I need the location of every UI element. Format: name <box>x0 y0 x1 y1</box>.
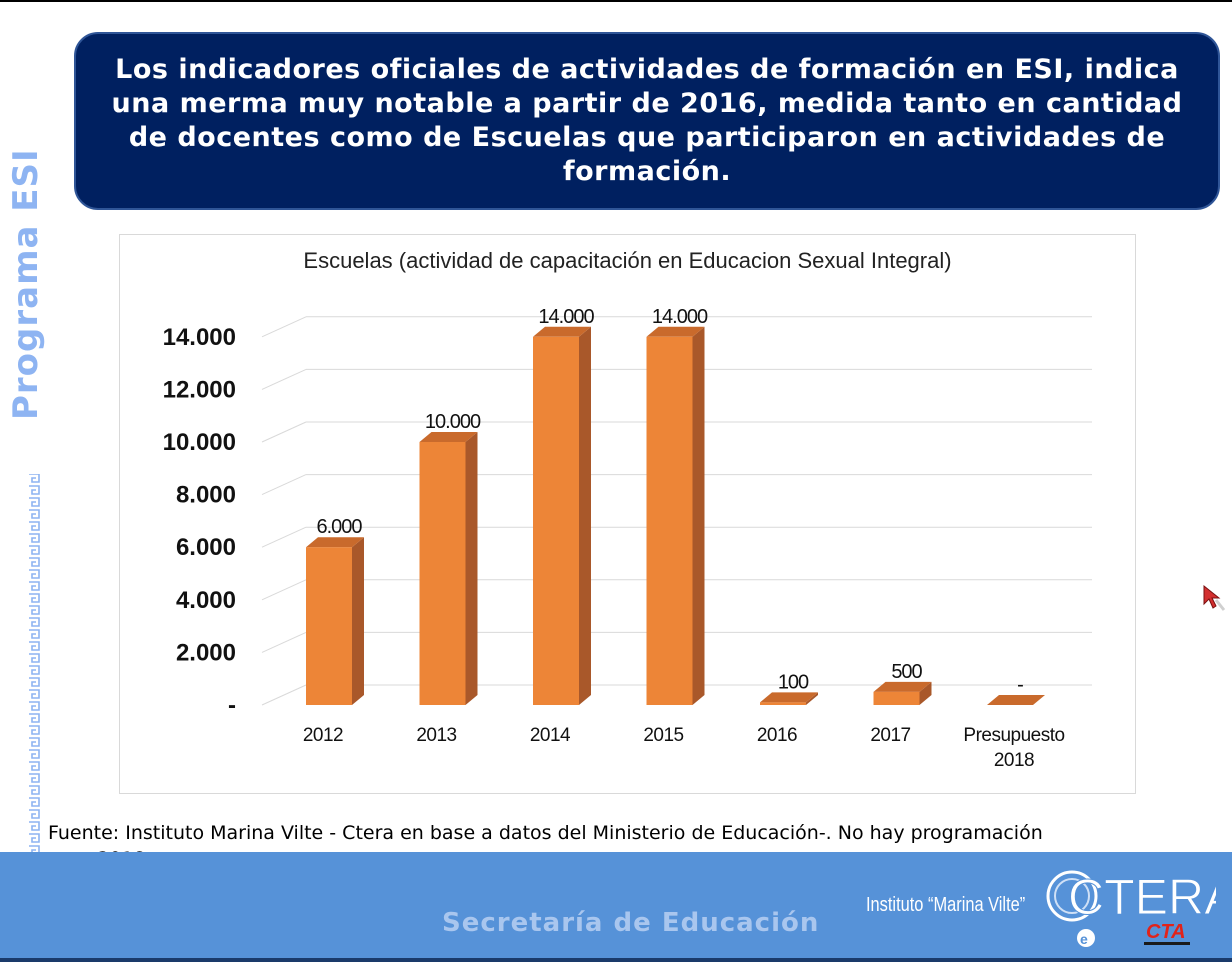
data-label: - <box>1017 674 1023 696</box>
bar <box>306 547 352 705</box>
x-tick-label: 2015 <box>643 725 683 746</box>
y-tick-label: 14.000 <box>163 324 236 351</box>
gridline-perspective <box>261 316 307 338</box>
footer-band <box>0 852 1232 958</box>
x-tick-label: Presupuesto <box>963 725 1064 746</box>
bar <box>419 442 466 705</box>
y-tick-label: 6.000 <box>176 534 236 561</box>
top-border-line <box>0 0 1232 2</box>
bar-top <box>419 432 478 442</box>
bar <box>760 702 806 705</box>
bar-side <box>352 537 364 705</box>
ctera-logo: CTERA e CTA <box>1046 869 1216 947</box>
chart-frame <box>119 234 1136 794</box>
cta-logo-text: CTA <box>1146 921 1186 943</box>
gridline-perspective <box>261 368 307 390</box>
bar-top <box>873 681 932 692</box>
bar-top <box>306 537 364 548</box>
gridline-perspective <box>261 474 307 496</box>
ctera-logo-text: CTERA <box>1068 869 1216 925</box>
bar-top <box>760 692 818 703</box>
x-tick-label: 2014 <box>530 725 571 746</box>
data-label: 500 <box>891 661 922 683</box>
x-tick-label: 2012 <box>303 725 343 746</box>
chart-title: Escuelas (actividad de capacitación en E… <box>303 248 952 273</box>
gridline-perspective <box>261 421 307 443</box>
data-label: 14.000 <box>652 306 708 328</box>
mouse-cursor-icon <box>1203 584 1226 611</box>
bar <box>873 691 920 705</box>
data-label: 14.000 <box>538 306 594 328</box>
footer-bottom-line <box>0 958 1232 962</box>
data-label: 10.000 <box>425 411 481 433</box>
y-tick-label: 10.000 <box>163 429 236 456</box>
y-tick-label: - <box>228 692 236 719</box>
x-tick-label: 2013 <box>416 725 456 746</box>
bar-top <box>646 326 705 337</box>
bar-top <box>987 695 1045 705</box>
gridline-perspective <box>261 684 307 706</box>
headline-box: Los indicadores oficiales de actividades… <box>74 32 1220 210</box>
x-tick-label: 2018 <box>994 750 1034 771</box>
gridline-perspective <box>261 579 307 601</box>
data-label: 100 <box>778 671 809 693</box>
bar-side <box>919 681 932 705</box>
bar-side <box>465 432 478 705</box>
gridline-perspective <box>261 631 307 653</box>
bar-top <box>533 326 591 337</box>
y-tick-label: 8.000 <box>176 482 236 509</box>
bar-side <box>579 326 591 705</box>
gridline-perspective <box>261 526 307 548</box>
y-tick-label: 2.000 <box>176 639 236 666</box>
data-label: 6.000 <box>316 516 362 538</box>
bar <box>646 336 693 705</box>
bar-side <box>692 326 705 705</box>
footer-instituto: Instituto “Marina Vilte” <box>866 894 1026 916</box>
footer-secretaria: Secretaría de Educación <box>442 908 820 938</box>
svg-text:e: e <box>1080 931 1088 947</box>
headline-text: Los indicadores oficiales de actividades… <box>111 54 1183 187</box>
y-tick-label: 4.000 <box>176 587 236 614</box>
bar-side <box>806 692 818 705</box>
side-decoration <box>29 474 40 852</box>
y-tick-label: 12.000 <box>163 376 236 403</box>
x-tick-label: 2017 <box>870 725 910 746</box>
x-tick-label: 2016 <box>757 725 797 746</box>
bar <box>533 336 579 705</box>
